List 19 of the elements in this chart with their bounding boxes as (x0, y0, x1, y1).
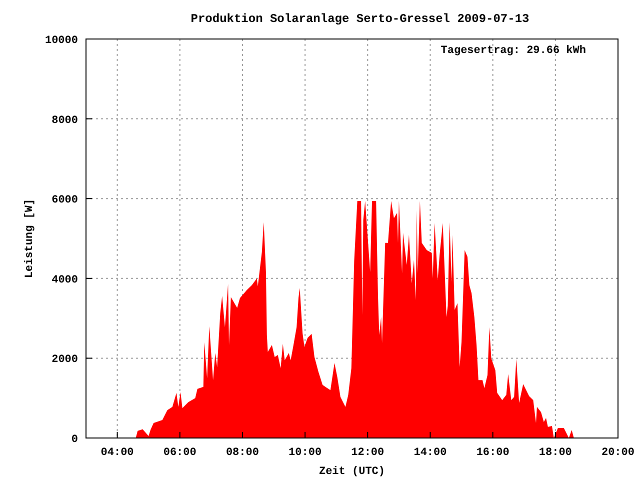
annotation: Tagesertrag: 29.66 kWh (440, 45, 586, 57)
y-tick-label: 4000 (52, 274, 78, 286)
x-tick-label: 16:00 (476, 447, 510, 459)
x-tick-label: 04:00 (100, 447, 134, 459)
y-tick-label: 0 (71, 434, 78, 446)
y-tick-label: 10000 (44, 35, 78, 47)
x-tick-label: 14:00 (414, 447, 447, 459)
y-tick-label: 2000 (52, 354, 78, 366)
x-tick-label: 12:00 (351, 447, 384, 459)
x-tick-label: 18:00 (538, 447, 572, 459)
x-tick-label: 20:00 (601, 447, 635, 459)
x-axis-title: Zeit (UTC) (318, 466, 386, 478)
x-tick-label: 08:00 (226, 447, 259, 459)
chart-title: Produktion Solaranlage Serto-Gressel 2009-07-13 (190, 12, 530, 26)
y-tick-label: 6000 (52, 194, 78, 207)
x-tick-label: 06:00 (163, 447, 196, 459)
y-tick-label: 8000 (52, 114, 78, 127)
x-tick-label: 10:00 (288, 447, 322, 459)
y-axis-title: Leistung [W] (24, 198, 36, 278)
